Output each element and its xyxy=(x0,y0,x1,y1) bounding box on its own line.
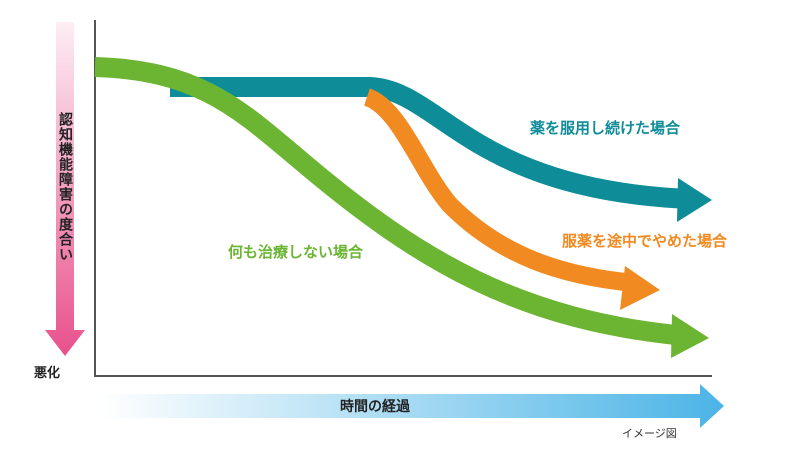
curve-continued-arrowhead xyxy=(677,178,712,222)
curve-stopped-body xyxy=(363,88,636,292)
curve-untreated xyxy=(94,57,709,358)
curve-stopped xyxy=(363,88,660,310)
x-axis-title: 時間の経過 xyxy=(340,399,410,415)
curve-untreated-arrowhead xyxy=(671,314,709,358)
label-untreated: 何も治療しない場合 xyxy=(228,243,364,261)
curve-untreated-body xyxy=(94,57,686,346)
worse-label: 悪化 xyxy=(34,366,61,381)
time-arrow xyxy=(100,384,724,428)
label-continued: 薬を服用し続けた場合 xyxy=(529,119,681,137)
curve-continued xyxy=(170,77,712,222)
image-note: イメージ図 xyxy=(622,427,677,440)
label-stopped: 服薬を途中でやめた場合 xyxy=(562,232,728,250)
worsening-arrow xyxy=(45,22,85,356)
curve-continued-body xyxy=(170,77,691,209)
curve-stopped-arrowhead xyxy=(620,266,660,310)
y-axis-title: 認知機能障害の度合い xyxy=(57,112,73,262)
